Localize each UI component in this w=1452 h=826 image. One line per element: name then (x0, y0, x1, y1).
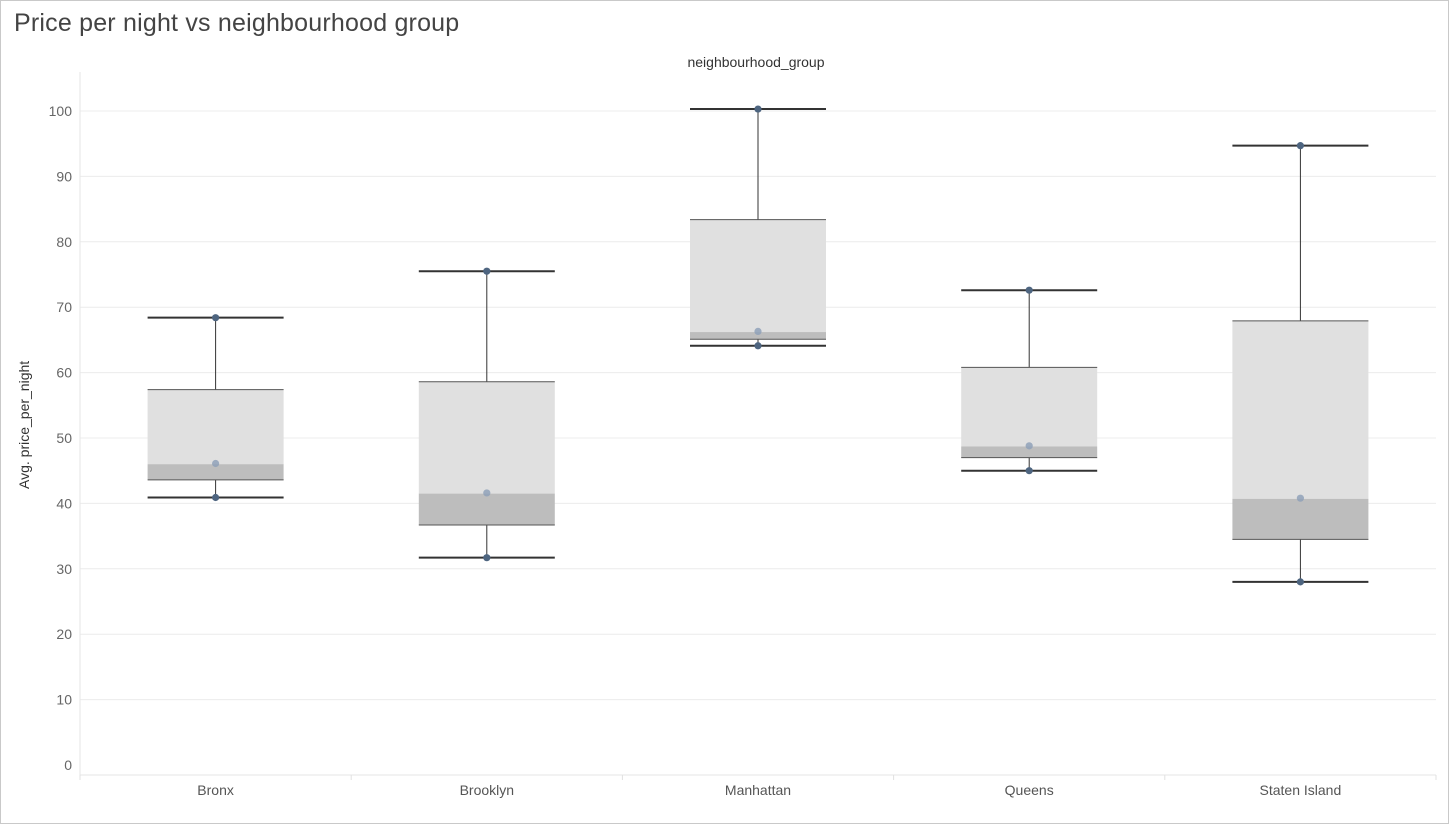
x-tick-label: Manhattan (725, 782, 791, 798)
box-upper (961, 367, 1098, 447)
boxes (147, 105, 1369, 586)
labels: 0 10 20 30 40 50 60 70 80 90 100 neighbourhood_grou… (16, 54, 1341, 798)
data-point (1296, 578, 1304, 586)
column-header: neighbourhood_group (687, 54, 824, 70)
y-axis-title: Avg. price_per_night (16, 361, 32, 489)
box-lower (418, 493, 555, 525)
box-lower (690, 332, 826, 340)
data-point (483, 489, 491, 497)
y-tick-label: 40 (56, 495, 72, 511)
box-lower (1232, 498, 1369, 540)
x-tick-label: Bronx (197, 782, 234, 798)
data-point (212, 314, 220, 322)
data-point (1025, 467, 1033, 475)
box-group (690, 105, 826, 350)
y-tick-label: 10 (56, 692, 72, 708)
x-tick-label: Queens (1005, 782, 1054, 798)
box-group (961, 286, 1098, 475)
box-upper (147, 389, 284, 465)
box-lower (961, 446, 1098, 458)
x-tick-label: Staten Island (1260, 782, 1342, 798)
data-point (212, 493, 220, 502)
data-point (1296, 142, 1304, 150)
chart-title: Price per night vs neighbourhood group (14, 9, 460, 37)
data-point (754, 342, 762, 350)
data-point (1296, 494, 1304, 502)
data-point (483, 554, 491, 562)
data-point (754, 327, 762, 335)
y-tick-label: 30 (56, 561, 72, 577)
data-point (1025, 286, 1033, 294)
data-point (1025, 442, 1033, 450)
box-upper (418, 381, 555, 494)
y-tick-label: 20 (56, 626, 72, 642)
box-upper (690, 219, 826, 333)
y-tick-label: 50 (56, 430, 72, 446)
box-group (147, 314, 284, 502)
axes (79, 72, 1437, 780)
data-point (754, 105, 762, 113)
box-upper (1232, 320, 1369, 499)
box-group (418, 267, 555, 562)
box-lower (147, 464, 284, 480)
y-tick-label: 100 (49, 103, 73, 119)
y-tick-label: 90 (56, 168, 72, 184)
y-tick-label: 0 (64, 757, 72, 773)
box-group (1232, 142, 1369, 586)
data-point (483, 267, 491, 275)
y-tick-label: 60 (56, 365, 72, 381)
x-tick-label: Brooklyn (460, 782, 514, 798)
data-point (212, 459, 220, 468)
y-tick-label: 80 (56, 234, 72, 250)
y-tick-label: 70 (56, 299, 72, 315)
